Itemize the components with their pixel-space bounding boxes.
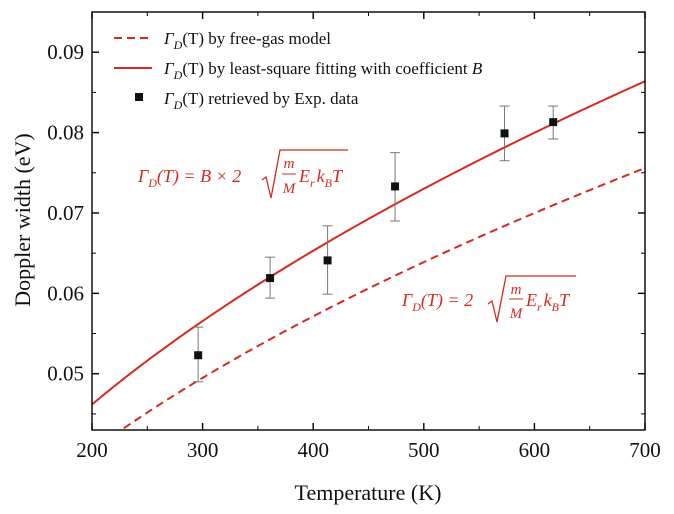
x-tick-label: 400 <box>297 438 329 462</box>
svg-text:ΓD(T) = 2: ΓD(T) = 2 <box>401 290 473 314</box>
point-marker <box>500 129 509 138</box>
point-marker <box>266 274 275 283</box>
sqrt-sign-free-gas <box>487 275 576 323</box>
legend-marker-swatch <box>135 93 143 101</box>
equation-fit: ΓD(T) = B × 2 m M Er kBT <box>137 149 348 199</box>
free-gas-curve <box>119 167 645 430</box>
data-point <box>265 256 276 299</box>
x-tick-label: 500 <box>408 438 440 462</box>
y-tick-label: 0.08 <box>47 121 84 145</box>
legend: ΓD(T) by free-gas model ΓD(T) by least-s… <box>114 29 483 112</box>
fit-curve <box>92 80 645 406</box>
data-point <box>499 105 510 162</box>
point-marker <box>391 182 400 191</box>
data-point <box>548 105 559 140</box>
svg-text:m: m <box>284 156 295 172</box>
svg-text:ΓD(T) = B × 2: ΓD(T) = B × 2 <box>137 166 241 190</box>
y-tick-label: 0.09 <box>47 40 84 64</box>
x-tick-label: 700 <box>629 438 661 462</box>
x-tick-label: 200 <box>76 438 108 462</box>
svg-text:M: M <box>509 306 524 322</box>
legend-item-free-gas: ΓD(T) by free-gas model <box>163 29 331 52</box>
point-marker <box>194 351 203 360</box>
svg-text:M: M <box>282 181 297 197</box>
data-point <box>322 225 333 295</box>
y-axis-title: Doppler width (eV) <box>10 133 35 307</box>
equation-free-gas: ΓD(T) = 2 m M Er kBT <box>401 275 576 323</box>
x-tick-label: 600 <box>519 438 551 462</box>
y-tick-label: 0.06 <box>47 281 84 305</box>
point-marker <box>549 118 558 127</box>
data-point <box>390 152 401 222</box>
legend-item-exp: ΓD(T) retrieved by Exp. data <box>163 89 359 112</box>
sqrt-sign-fit <box>261 149 348 199</box>
x-tick-label: 300 <box>187 438 219 462</box>
y-tick-label: 0.07 <box>47 201 84 225</box>
x-axis-title: Temperature (K) <box>295 480 442 505</box>
y-tick-label: 0.05 <box>47 362 84 386</box>
legend-item-fit: ΓD(T) by least-square fitting with coeff… <box>163 59 483 82</box>
data-point <box>193 326 204 383</box>
plot-area <box>92 80 645 430</box>
svg-text:m: m <box>511 282 522 298</box>
point-marker <box>323 256 332 265</box>
axis-ticks: 200 300 400 500 600 700 0.05 0.06 0.07 0.08 0.09 <box>47 11 661 462</box>
